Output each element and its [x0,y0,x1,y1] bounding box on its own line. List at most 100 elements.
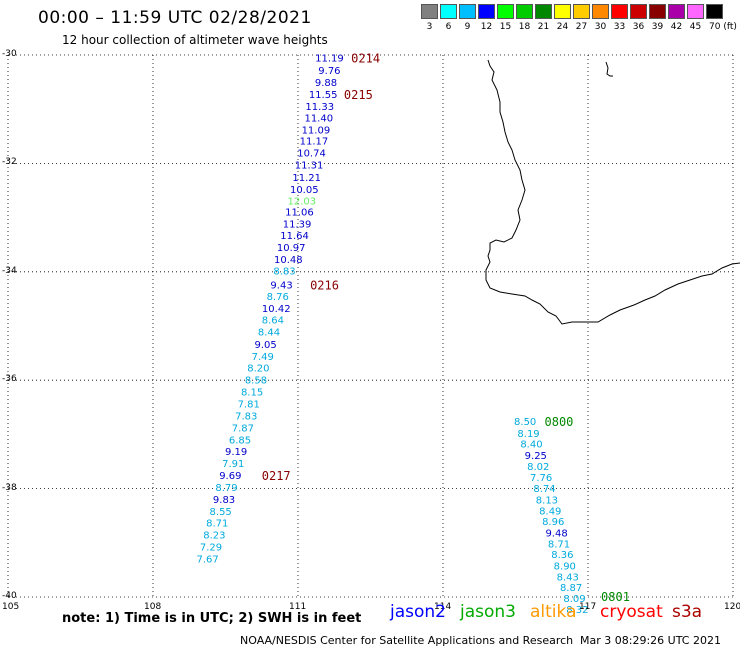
wave-height-value: 10.05 [290,185,319,196]
wave-height-value: 7.29 [200,543,222,554]
wave-height-value: 9.25 [525,451,547,462]
legend-swatch [592,4,609,19]
wave-height-value: 9.88 [315,78,337,89]
longitude-tick-label: 111 [289,602,307,612]
wave-height-value: 9.83 [213,495,235,506]
wave-height-value: 11.33 [305,102,334,113]
legend-label: 42 [670,22,683,32]
australia-coastline [485,59,740,325]
wave-height-value: 8.96 [542,517,564,528]
pass-time-label: 0217 [262,469,291,483]
wave-height-value: 8.58 [245,376,267,387]
wave-height-value: 7.76 [530,473,552,484]
wave-height-value: 8.15 [241,388,263,399]
longitude-tick-label: 114 [434,602,452,612]
legend-label: 9 [464,22,471,32]
wave-height-value: 9.43 [270,280,292,291]
satellite-name: s3a [672,602,703,622]
pass-time-label: 0215 [344,88,373,102]
wave-height-value: 11.55 [309,90,338,101]
satellite-name: jason3 [460,602,516,622]
wave-height-value: 8.83 [273,267,295,278]
legend-swatch [611,4,628,19]
map-subtitle: 12 hour collection of altimeter wave hei… [62,33,328,47]
wave-height-value: 8.32 [566,605,588,616]
legend-swatch [497,4,514,19]
wave-height-value: 8.79 [215,483,237,494]
wave-height-value: 11.09 [302,125,331,136]
wave-height-value: 8.13 [536,495,558,506]
wave-height-value: 8.90 [554,562,576,573]
wave-height-value: 8.40 [520,440,542,451]
wave-height-value: 8.55 [210,507,232,518]
footer-note: note: 1) Time is in UTC; 2) SWH is in fe… [62,611,362,626]
wave-height-value: 7.81 [238,400,260,411]
wave-height-value: 11.31 [295,160,324,171]
legend-label: 39 [651,22,664,32]
latitude-tick-label: -40 [2,591,17,601]
wave-height-value: 8.71 [548,539,570,550]
wave-height-value: 8.50 [514,417,536,428]
wave-height-value: 9.69 [219,471,241,482]
legend-label: 33 [613,22,626,32]
legend-swatch [516,4,533,19]
wave-height-value: 9.19 [225,447,247,458]
wave-height-value: 8.36 [551,550,573,561]
wave-height-value: 11.64 [280,231,309,242]
latitude-tick-label: -30 [2,49,17,59]
legend-swatch [535,4,552,19]
wave-height-value: 9.76 [318,66,340,77]
latitude-tick-label: -36 [2,374,17,385]
legend-label: 12 [480,22,493,32]
wave-height-labels: 11.199.769.8811.5511.3311.4011.0911.1710… [196,52,629,616]
satellite-name: cryosat [600,602,663,622]
legend-swatch [440,4,457,19]
wave-height-value: 10.48 [274,255,303,266]
pass-time-label: 0214 [351,52,380,66]
satellite-name: jason2 [390,602,446,622]
wave-height-value: 7.67 [196,555,218,566]
map-title: 00:00 – 11:59 UTC 02/28/2021 [38,8,312,28]
wave-height-value: 8.20 [247,364,269,375]
credit-line: NOAA/NESDIS Center for Satellite Applica… [240,634,574,647]
wave-height-value: 8.76 [267,292,289,303]
wave-height-value: 11.40 [304,113,333,124]
legend-swatch [573,4,590,19]
wave-height-value: 12.03 [288,196,317,207]
legend-label: 30 [594,22,607,32]
legend-swatch [706,4,723,19]
legend-label: 36 [632,22,645,32]
pass-time-label: 0801 [601,590,630,604]
longitude-tick-label: 117 [579,602,597,612]
generated-timestamp: Mar 3 08:29:26 UTC 2021 [580,634,721,647]
legend-swatch [630,4,647,19]
wave-height-value: 8.49 [539,506,561,517]
latitude-tick-label: -34 [2,265,17,276]
wave-height-value: 10.97 [277,243,306,254]
latitude-tick-label: -32 [2,157,17,168]
legend-swatch [687,4,704,19]
legend-label: 15 [499,22,512,32]
wave-height-value: 10.42 [262,304,291,315]
longitude-tick-label: 120 [724,602,740,612]
legend-label: 45 [689,22,702,32]
legend-swatch [478,4,495,19]
wave-height-value: 6.85 [229,435,251,446]
wave-height-value: 11.21 [292,173,321,184]
wave-height-value: 10.74 [297,149,326,160]
wave-height-value: 9.05 [254,340,276,351]
wave-height-value: 11.19 [315,54,344,65]
legend-swatch [459,4,476,19]
longitude-tick-label: 108 [144,602,162,612]
legend-label: 70 (ft) [709,22,737,32]
legend-label: 3 [426,22,433,32]
wave-height-value: 8.64 [262,315,284,326]
wave-height-value: 11.39 [283,220,312,231]
legend-label: 6 [445,22,452,32]
wave-height-value: 8.02 [527,462,549,473]
legend-label: 18 [518,22,531,32]
legend-label: 21 [537,22,550,32]
wave-height-value: 7.87 [232,423,254,434]
wave-height-value: 11.17 [300,137,329,148]
